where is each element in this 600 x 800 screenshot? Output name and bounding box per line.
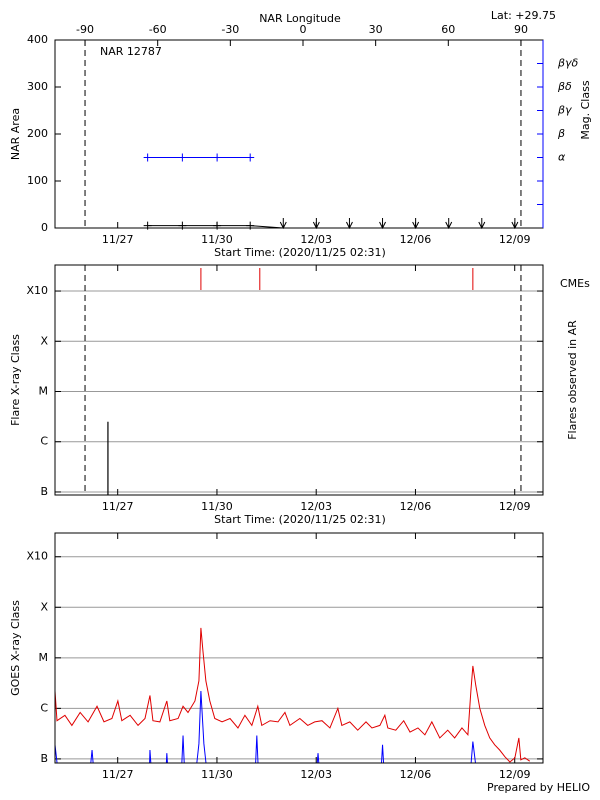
y2-tick-label: βδ xyxy=(557,80,572,93)
y-tick-label: C xyxy=(40,701,48,714)
y-tick-label: B xyxy=(40,752,48,765)
x-tick-label: 11/27 xyxy=(102,768,134,781)
x-tick-label: 12/06 xyxy=(400,233,432,246)
x2-tick-label: 0 xyxy=(299,23,306,36)
point-marker xyxy=(178,153,187,162)
y-tick-label: 0 xyxy=(41,221,48,234)
y2-tick-label: β xyxy=(557,127,565,140)
x-tick-label: 11/27 xyxy=(102,233,134,246)
y-tick-label: C xyxy=(40,435,48,448)
plot-frame xyxy=(54,532,544,764)
x2-tick-label: 60 xyxy=(441,23,455,36)
y2-label: Mag. Class xyxy=(579,80,592,139)
x-label: Start Time: (2020/11/25 02:31) xyxy=(214,246,386,259)
y-tick-label: M xyxy=(39,651,49,664)
y-tick-label: M xyxy=(39,385,49,398)
annotation: Lat: +29.75 xyxy=(491,9,556,22)
y-label: Flare X-ray Class xyxy=(9,334,22,426)
x-tick-label: 11/27 xyxy=(102,500,134,513)
y-tick-label: X10 xyxy=(26,284,48,297)
x-tick-label: 12/06 xyxy=(400,768,432,781)
x-label: Start Time: (2020/11/25 02:31) xyxy=(214,513,386,526)
x2-tick-label: -60 xyxy=(149,23,167,36)
series-line xyxy=(55,691,476,763)
y-tick-label: 400 xyxy=(27,33,48,46)
x2-tick-label: -30 xyxy=(221,23,239,36)
y-tick-label: X xyxy=(40,334,48,347)
plot-frame xyxy=(54,264,544,496)
x-tick-label: 11/30 xyxy=(201,233,233,246)
y2-tick-label: βγ xyxy=(557,104,572,117)
x-tick-label: 12/09 xyxy=(499,768,531,781)
y-label: GOES X-ray Class xyxy=(9,600,22,696)
x-tick-label: 12/03 xyxy=(300,233,332,246)
series-line xyxy=(55,627,531,763)
cme-label: CMEs xyxy=(560,277,590,290)
x2-tick-label: 90 xyxy=(514,23,528,36)
x2-label: NAR Longitude xyxy=(259,12,341,25)
x-tick-label: 12/03 xyxy=(300,768,332,781)
x-tick-label: 11/30 xyxy=(201,768,233,781)
y-tick-label: B xyxy=(40,485,48,498)
point-marker xyxy=(143,153,152,162)
annotation: Prepared by HELIO xyxy=(487,781,590,794)
x-tick-label: 12/06 xyxy=(400,500,432,513)
y-tick-label: X xyxy=(40,600,48,613)
x-tick-label: 12/09 xyxy=(499,500,531,513)
y-tick-label: X10 xyxy=(26,550,48,563)
title: NAR 12787 xyxy=(100,45,162,58)
y-label: NAR Area xyxy=(9,108,22,160)
x2-tick-label: 30 xyxy=(369,23,383,36)
x-tick-label: 12/09 xyxy=(499,233,531,246)
x-tick-label: 12/03 xyxy=(300,500,332,513)
point-marker xyxy=(246,153,255,162)
x2-tick-label: -90 xyxy=(76,23,94,36)
y2-tick-label: βγδ xyxy=(557,57,579,70)
series-line xyxy=(147,225,515,228)
y2-tick-label: α xyxy=(558,151,566,164)
y-tick-label: 300 xyxy=(27,80,48,93)
y2-label: Flares observed in AR xyxy=(566,320,579,440)
point-marker xyxy=(213,153,222,162)
y-tick-label: 200 xyxy=(27,127,48,140)
x-tick-label: 11/30 xyxy=(201,500,233,513)
y-tick-label: 100 xyxy=(27,174,48,187)
